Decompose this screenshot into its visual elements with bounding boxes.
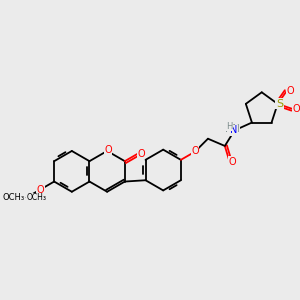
Text: O: O xyxy=(292,104,300,114)
Text: OCH₃: OCH₃ xyxy=(27,193,46,202)
Text: O: O xyxy=(37,184,44,194)
Text: N: N xyxy=(230,125,237,135)
Text: HN: HN xyxy=(225,124,240,134)
Text: O: O xyxy=(228,157,236,166)
Text: O: O xyxy=(286,86,294,96)
Text: S: S xyxy=(276,99,283,109)
Text: O: O xyxy=(137,148,145,158)
Text: O: O xyxy=(191,146,199,156)
Text: O: O xyxy=(104,145,112,155)
Text: OCH₃: OCH₃ xyxy=(3,193,25,202)
Text: H: H xyxy=(226,122,233,131)
